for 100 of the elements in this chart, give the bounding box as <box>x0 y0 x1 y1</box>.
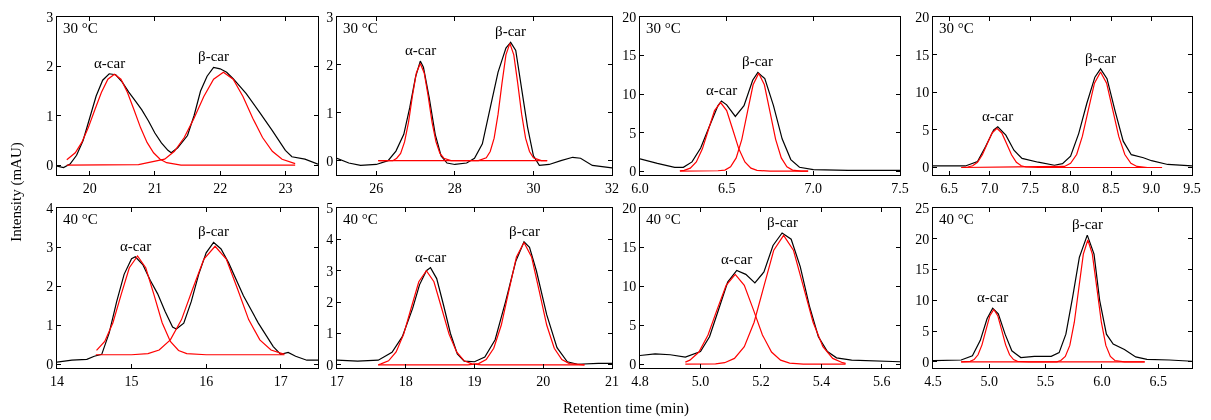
x-tick-label: 7.0 <box>804 180 823 196</box>
x-tick-label: 9.0 <box>1142 180 1161 196</box>
y-tick-label: 10 <box>915 293 930 309</box>
y-tick-label: 0 <box>629 357 637 372</box>
y-tick-label: 0 <box>326 153 334 169</box>
x-tick-label: 15 <box>124 373 139 389</box>
y-tick-label: 1 <box>326 326 334 342</box>
annotation: α-car <box>977 289 1009 305</box>
y-tick-label: 1 <box>326 105 334 121</box>
y-tick-label: 15 <box>622 48 637 64</box>
annotation: β-car <box>509 223 540 239</box>
y-tick-label: 5 <box>629 317 637 333</box>
x-tick-label: 17 <box>330 373 344 389</box>
x-tick-label: 5.5 <box>1036 373 1055 389</box>
annotation: β-car <box>198 223 229 239</box>
chart-title: 40 °C <box>646 211 681 227</box>
x-tick-label: 5.0 <box>980 373 999 389</box>
annotation: α-car <box>706 82 738 98</box>
y-tick-label: 5 <box>326 200 334 216</box>
annotation: β-car <box>198 48 229 64</box>
x-tick-label: 8.5 <box>1102 180 1120 196</box>
x-tick-label: 18 <box>398 373 413 389</box>
x-tick-label: 6.5 <box>940 180 958 196</box>
annotation: α-car <box>415 249 447 265</box>
y-tick-label: 0 <box>922 160 930 176</box>
y-tick-label: 5 <box>922 122 930 138</box>
x-tick-label: 23 <box>278 180 293 196</box>
chart-title: 40 °C <box>939 211 974 227</box>
annotation: α-car <box>405 42 437 58</box>
y-tick-label: 0 <box>46 357 54 372</box>
annotation: β-car <box>495 23 526 39</box>
y-axis-title: Intensity (mAU) <box>7 142 25 242</box>
x-axis-title: Retention time (min) <box>563 400 689 417</box>
y-tick-label: 5 <box>922 323 930 339</box>
x-tick-label: 7.0 <box>980 180 999 196</box>
x-tick-label: 5.2 <box>752 373 770 389</box>
y-tick-label: 2 <box>46 278 54 294</box>
y-tick-label: 20 <box>622 200 637 216</box>
y-tick-label: 10 <box>622 278 637 294</box>
x-tick-label: 6.5 <box>1149 373 1167 389</box>
x-tick-label: 6.5 <box>717 180 736 196</box>
y-tick-label: 25 <box>915 200 930 216</box>
x-tick-label: 6.0 <box>1093 373 1111 389</box>
y-tick-label: 4 <box>46 200 54 216</box>
annotation: β-car <box>742 53 773 69</box>
annotation: β-car <box>1085 50 1116 66</box>
y-tick-label: 3 <box>46 9 54 25</box>
y-tick-label: 15 <box>622 239 637 255</box>
x-tick-label: 20 <box>536 373 551 389</box>
y-tick-label: 2 <box>46 59 54 75</box>
y-tick-label: 2 <box>326 57 334 73</box>
chart-title: 30 °C <box>343 20 378 36</box>
y-tick-label: 0 <box>46 158 54 174</box>
chart-title: 40 °C <box>63 211 98 227</box>
x-tick-label: 4.5 <box>924 373 942 389</box>
chart-title: 40 °C <box>343 211 378 227</box>
x-tick-label: 5.0 <box>691 373 710 389</box>
x-tick-label: 20 <box>82 180 97 196</box>
y-tick-label: 0 <box>326 357 334 373</box>
x-tick-label: 7.5 <box>1021 180 1039 196</box>
y-tick-label: 20 <box>915 231 930 247</box>
x-tick-label: 32 <box>605 180 619 196</box>
x-tick-label: 19 <box>467 373 482 389</box>
y-tick-label: 20 <box>622 9 637 25</box>
y-tick-label: 5 <box>629 125 637 141</box>
annotation: α-car <box>721 251 753 267</box>
annotation: α-car <box>982 108 1014 124</box>
x-tick-label: 14 <box>50 373 64 389</box>
x-tick-label: 6.0 <box>631 180 649 196</box>
x-tick-label: 21 <box>147 180 162 196</box>
x-tick-label: 5.4 <box>812 373 831 389</box>
x-tick-label: 21 <box>605 373 619 389</box>
y-tick-label: 2 <box>326 295 334 311</box>
x-tick-label: 16 <box>199 373 214 389</box>
y-tick-label: 3 <box>326 263 334 279</box>
annotation: β-car <box>1072 216 1103 232</box>
chart-title: 30 °C <box>939 20 974 36</box>
y-tick-label: 15 <box>915 47 930 63</box>
annotation: α-car <box>120 238 152 254</box>
annotation: α-car <box>94 55 126 71</box>
x-tick-label: 7.5 <box>891 180 909 196</box>
x-tick-label: 28 <box>447 180 462 196</box>
y-tick-label: 20 <box>915 9 930 25</box>
y-tick-label: 0 <box>629 164 637 180</box>
y-tick-label: 10 <box>622 86 637 102</box>
x-tick-label: 5.6 <box>873 373 891 389</box>
x-tick-label: 17 <box>273 373 288 389</box>
chart-title: 30 °C <box>63 20 98 36</box>
y-tick-label: 1 <box>46 108 54 124</box>
x-tick-label: 9.5 <box>1183 180 1201 196</box>
x-tick-label: 30 <box>526 180 541 196</box>
y-tick-label: 15 <box>915 262 930 278</box>
y-tick-label: 10 <box>915 85 930 101</box>
y-tick-label: 0 <box>922 354 930 370</box>
x-tick-label: 22 <box>213 180 228 196</box>
x-tick-label: 8.0 <box>1061 180 1080 196</box>
x-tick-label: 26 <box>369 180 384 196</box>
y-tick-label: 3 <box>46 239 54 255</box>
annotation: β-car <box>767 214 798 230</box>
y-tick-label: 1 <box>46 317 54 333</box>
